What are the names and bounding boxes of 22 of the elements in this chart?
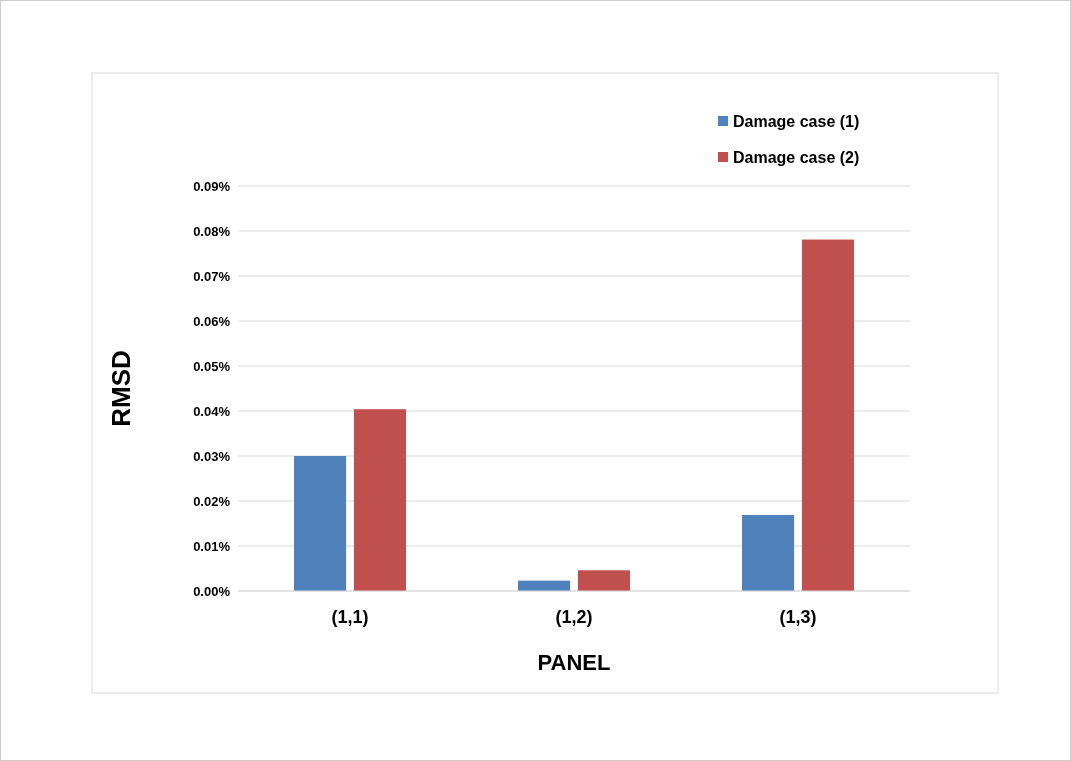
y-tick-label: 0.09% <box>193 178 231 194</box>
bar <box>742 514 795 591</box>
y-tick-label: 0.00% <box>193 583 231 599</box>
legend-label: Damage case (2) <box>733 148 860 166</box>
x-axis-title: PANEL <box>537 650 611 675</box>
y-axis-title: RMSD <box>106 350 136 427</box>
y-tick-label: 0.05% <box>193 358 231 374</box>
y-tick-label: 0.02% <box>193 493 231 509</box>
y-tick-label: 0.07% <box>193 268 231 284</box>
bar <box>801 239 854 591</box>
bar <box>353 409 406 591</box>
y-tick-label: 0.01% <box>193 538 231 554</box>
y-tick-label: 0.03% <box>193 448 231 464</box>
bar <box>577 570 630 591</box>
legend-label: Damage case (1) <box>733 112 860 130</box>
x-tick-label: (1,3) <box>779 607 817 627</box>
y-tick-label: 0.06% <box>193 313 231 329</box>
x-tick-label: (1,2) <box>555 607 593 627</box>
y-tick-label: 0.08% <box>193 223 231 239</box>
x-tick-label: (1,1) <box>331 607 369 627</box>
y-tick-label: 0.04% <box>193 403 231 419</box>
bar <box>294 456 347 591</box>
